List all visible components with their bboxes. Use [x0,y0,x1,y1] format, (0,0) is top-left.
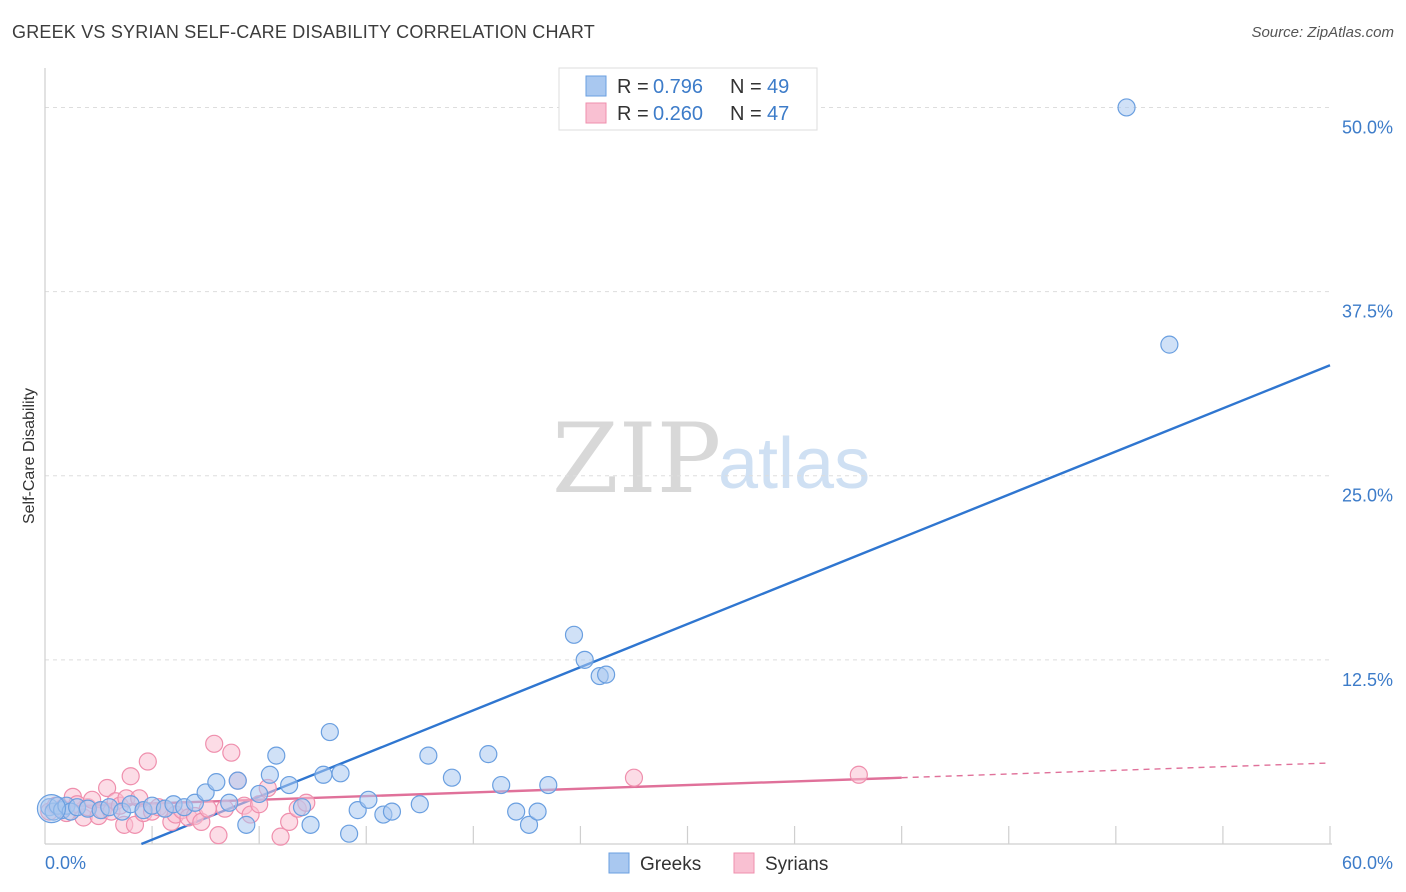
point-greeks [250,784,269,804]
point-greeks [331,764,350,783]
legend-r-value-syrians: 0.260 [653,103,703,125]
point-syrians [138,752,157,771]
point-syrians [222,743,241,762]
source-label: Source: ZipAtlas.com [1251,24,1394,41]
legend-swatch-syrians [585,102,607,124]
point-greeks [207,773,226,792]
legend-r-label-greeks: R = [617,76,649,98]
bottom-legend-label-greeks: Greeks [640,854,701,875]
x-tick-marks [151,826,1331,844]
legend-swatch-greeks [585,75,607,97]
legend-n-label-syrians: N = [730,103,762,125]
point-syrians [121,767,140,786]
watermark-zip: ZIP [552,403,721,515]
point-syrians [624,768,644,787]
point-greeks [228,771,247,790]
point-greeks [539,775,558,795]
watermark-atlas: atlas [718,424,870,504]
point-greeks [267,746,286,765]
x-tick-label-min: 0.0% [45,853,86,873]
point-syrians [209,826,228,845]
point-greeks [1160,335,1179,354]
point-greeks [575,650,594,669]
trend-line-greeks [140,364,1331,846]
point-greeks [564,625,584,644]
chart-title: GREEK VS SYRIAN SELF-CARE DISABILITY COR… [12,22,595,42]
legend-n-label-greeks: N = [730,76,762,98]
y-tick-labels: 12.5% 25.0% 37.5% 50.0% [1342,117,1393,689]
legend-n-value-syrians: 47 [767,103,789,125]
data-points [36,98,1179,846]
point-greeks [382,802,402,821]
point-syrians [98,778,117,798]
point-greeks [314,765,333,784]
point-greeks [419,746,438,765]
legend-n-value-greeks: 49 [767,76,789,98]
point-greeks [237,815,256,834]
point-greeks [292,798,312,817]
point-greeks [519,815,539,834]
point-greeks [528,802,547,821]
point-cluster-greeks [36,794,67,824]
point-syrians [849,765,868,784]
point-greeks [479,745,498,764]
gridlines [45,106,1332,661]
bottom-legend-swatch-greeks [608,852,630,874]
x-tick-label-max: 60.0% [1342,853,1393,873]
point-syrians [280,812,299,832]
y-axis-label: Self-Care Disability [21,388,38,524]
point-greeks [340,824,359,843]
trend-line-extension-syrians [901,762,1331,779]
bottom-legend-swatch-syrians [733,852,755,874]
point-syrians [271,827,290,846]
bottom-legend: Greeks Syrians [608,852,828,875]
point-syrians [205,734,224,753]
bottom-legend-label-syrians: Syrians [765,854,828,875]
point-greeks [442,768,462,787]
point-greeks [410,795,429,814]
point-greeks [1117,98,1136,117]
point-greeks [359,790,378,809]
y-tick-label: 25.0% [1342,486,1393,506]
point-greeks [220,793,239,812]
point-greeks [597,665,616,684]
point-greeks [492,775,511,795]
y-tick-label: 12.5% [1342,670,1393,690]
y-tick-label: 50.0% [1342,117,1393,137]
point-greeks [260,765,279,784]
point-greeks [280,775,299,795]
point-greeks [507,802,526,821]
legend-r-value-greeks: 0.796 [653,76,703,98]
legend: R = 0.796 N = 49 R = 0.260 N = 47 [558,67,818,131]
legend-r-label-syrians: R = [617,103,649,125]
y-tick-label: 37.5% [1342,302,1393,322]
point-greeks [320,722,339,742]
point-greeks [301,815,320,834]
